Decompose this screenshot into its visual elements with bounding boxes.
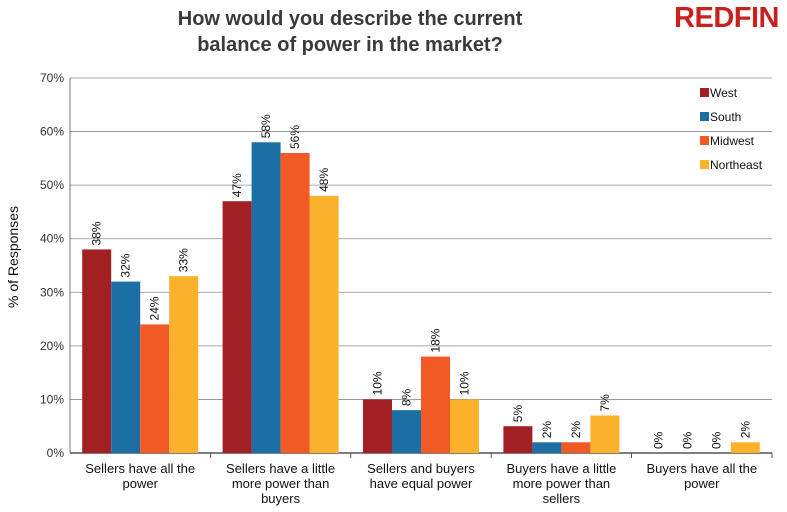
data-label: 10% <box>371 371 385 395</box>
legend-label-south: South <box>710 110 741 124</box>
data-label: 0% <box>680 431 694 449</box>
bar-midwest <box>280 153 310 453</box>
legend-label-midwest: Midwest <box>710 134 755 148</box>
bar-midwest <box>561 442 591 453</box>
legend-swatch-midwest <box>700 136 709 145</box>
chart-title-line-2: balance of power in the market? <box>197 34 503 56</box>
redfin-logo: REDFIN <box>674 2 779 35</box>
y-tick-label: 20% <box>40 339 64 353</box>
y-tick-label: 40% <box>40 232 64 246</box>
data-label: 5% <box>511 405 525 423</box>
bar-west <box>363 399 392 453</box>
bars <box>82 142 760 454</box>
category-label: Buyers have a little more power than selle… <box>506 461 616 506</box>
data-label: 56% <box>288 125 302 149</box>
legend-swatch-south <box>700 112 709 121</box>
bar-northeast <box>450 399 479 453</box>
legend-label-northeast: Northeast <box>710 158 763 172</box>
data-label: 0% <box>709 431 723 449</box>
bar-midwest <box>140 324 170 453</box>
legend: West South Midwest Northeast <box>700 86 763 172</box>
chart-title-line-1: How would you describe the current <box>177 8 523 30</box>
y-tick-label: 60% <box>40 125 64 139</box>
data-label: 18% <box>429 328 443 352</box>
legend-label-west: West <box>710 86 738 100</box>
bar-south <box>111 281 141 453</box>
bar-northeast <box>730 442 760 453</box>
legend-swatch-west <box>700 88 709 97</box>
bar-west <box>82 249 112 453</box>
data-label: 32% <box>119 253 133 277</box>
data-label: 58% <box>259 114 273 138</box>
data-label: 2% <box>540 421 554 439</box>
data-label: 47% <box>230 173 244 197</box>
bar-south <box>392 410 421 453</box>
data-label: 8% <box>400 388 414 406</box>
y-tick-label: 10% <box>40 392 64 406</box>
data-label: 48% <box>317 168 331 192</box>
category-label: Buyers have all the power <box>647 461 758 491</box>
data-label: 38% <box>90 221 104 245</box>
bar-south <box>251 142 281 454</box>
bar-west <box>222 201 252 453</box>
data-label: 10% <box>458 371 472 395</box>
data-label: 2% <box>569 421 583 439</box>
data-labels: 38% 32% 24% 33% 47% 58% 56% 48% 10% 8% 18% 10% 5% 2% 2… <box>90 114 753 449</box>
legend-swatch-northeast <box>700 160 709 169</box>
category-label: Sellers have a little more power than buye… <box>226 461 335 506</box>
data-label: 7% <box>598 394 612 412</box>
y-tick-label: 70% <box>40 71 64 85</box>
bar-northeast <box>169 276 199 453</box>
y-tick-label: 50% <box>40 178 64 192</box>
category-label: Sellers have all the power <box>85 461 195 491</box>
brand-wordmark: REDFIN <box>674 2 779 34</box>
data-label: 33% <box>177 248 191 272</box>
y-axis: 0% 10% 20% 30% 40% 50% 60% 70% <box>40 71 64 460</box>
data-label: 2% <box>738 421 752 439</box>
x-axis: Sellers have all the power Sellers have a … <box>85 453 773 506</box>
bar-northeast <box>309 195 339 453</box>
category-label: Sellers and buyers have equal power <box>367 461 475 491</box>
y-tick-label: 0% <box>47 446 65 460</box>
bar-west <box>503 426 533 453</box>
y-tick-label: 30% <box>40 285 64 299</box>
data-label: 0% <box>651 431 665 449</box>
chart-title: How would you describe the current balan… <box>150 6 550 58</box>
data-label: 24% <box>148 296 162 320</box>
y-axis-label: % of Responses <box>5 206 21 308</box>
bar-south <box>532 442 562 453</box>
bar-midwest <box>421 356 450 453</box>
bar-northeast <box>590 415 620 453</box>
